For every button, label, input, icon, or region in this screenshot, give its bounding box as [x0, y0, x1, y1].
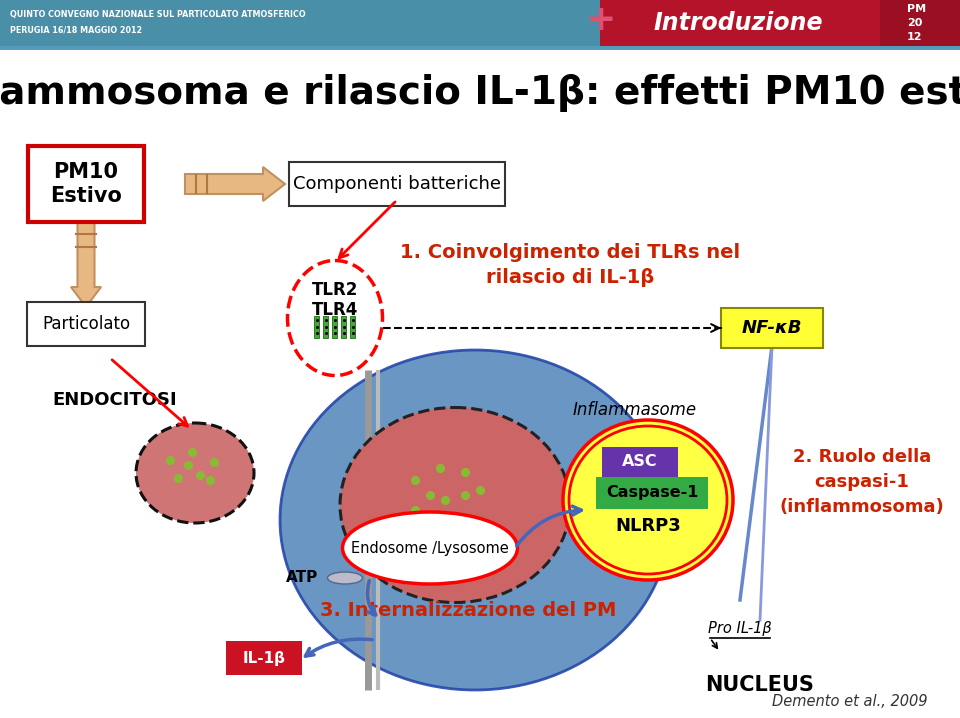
Text: IL-1β: IL-1β: [243, 651, 285, 666]
Text: Inflammosoma e rilascio IL-1β: effetti PM10 estivo: Inflammosoma e rilascio IL-1β: effetti P…: [0, 74, 960, 112]
FancyBboxPatch shape: [721, 308, 823, 348]
Ellipse shape: [340, 408, 570, 602]
Text: TLR2
TLR4: TLR2 TLR4: [312, 281, 358, 320]
FancyBboxPatch shape: [289, 162, 505, 206]
Text: 3. Internalizzazione del PM: 3. Internalizzazione del PM: [320, 600, 616, 620]
Bar: [0, 46, 960, 50]
Text: 12: 12: [907, 32, 923, 42]
Text: Pro IL-1β: Pro IL-1β: [708, 620, 772, 635]
FancyArrowPatch shape: [516, 506, 582, 546]
FancyBboxPatch shape: [596, 477, 708, 509]
Text: Demento et al., 2009: Demento et al., 2009: [772, 694, 927, 709]
Ellipse shape: [280, 350, 670, 690]
Bar: [0, 0, 960, 46]
FancyArrowPatch shape: [368, 581, 375, 615]
Text: QUINTO CONVEGNO NAZIONALE SUL PARTICOLATO ATMOSFERICO: QUINTO CONVEGNO NAZIONALE SUL PARTICOLAT…: [10, 9, 305, 19]
Text: ASC: ASC: [622, 454, 658, 470]
Text: Endosome /Lysosome: Endosome /Lysosome: [351, 541, 509, 556]
FancyBboxPatch shape: [226, 641, 302, 675]
Text: Particolato: Particolato: [42, 315, 130, 333]
Text: PM: PM: [907, 4, 926, 14]
Text: +: +: [585, 3, 615, 37]
Bar: [600, 0, 880, 46]
Text: 1. Coinvolgimento dei TLRs nel
rilascio di IL-1β: 1. Coinvolgimento dei TLRs nel rilascio …: [400, 243, 740, 287]
FancyArrowPatch shape: [305, 639, 372, 656]
Bar: [880, 0, 960, 46]
Text: ENDOCITOSI: ENDOCITOSI: [53, 391, 178, 409]
FancyBboxPatch shape: [341, 316, 346, 338]
FancyBboxPatch shape: [28, 146, 144, 222]
Ellipse shape: [343, 512, 517, 584]
FancyArrow shape: [185, 167, 285, 201]
Text: PM10
Estivo: PM10 Estivo: [50, 162, 122, 206]
Text: NF-κB: NF-κB: [742, 319, 803, 337]
Text: PERUGIA 16/18 MAGGIO 2012: PERUGIA 16/18 MAGGIO 2012: [10, 26, 142, 34]
Text: ATP: ATP: [286, 571, 318, 585]
Text: Introduzione: Introduzione: [653, 11, 823, 35]
FancyBboxPatch shape: [602, 447, 678, 478]
Text: Inflammasome: Inflammasome: [573, 401, 697, 419]
Text: NLRP3: NLRP3: [615, 517, 681, 535]
Ellipse shape: [327, 572, 363, 584]
FancyArrow shape: [71, 222, 101, 307]
Ellipse shape: [563, 420, 733, 580]
Text: 2. Ruolo della
caspasi-1
(inflammosoma): 2. Ruolo della caspasi-1 (inflammosoma): [780, 448, 945, 516]
FancyBboxPatch shape: [332, 316, 337, 338]
Text: NUCLEUS: NUCLEUS: [706, 675, 814, 695]
Ellipse shape: [136, 423, 254, 523]
Text: Componenti batteriche: Componenti batteriche: [293, 175, 501, 193]
FancyBboxPatch shape: [314, 316, 319, 338]
Text: 20: 20: [907, 18, 923, 28]
FancyBboxPatch shape: [323, 316, 328, 338]
FancyBboxPatch shape: [27, 302, 145, 346]
FancyBboxPatch shape: [350, 316, 355, 338]
Text: Caspase-1: Caspase-1: [606, 485, 698, 500]
Ellipse shape: [287, 261, 382, 376]
